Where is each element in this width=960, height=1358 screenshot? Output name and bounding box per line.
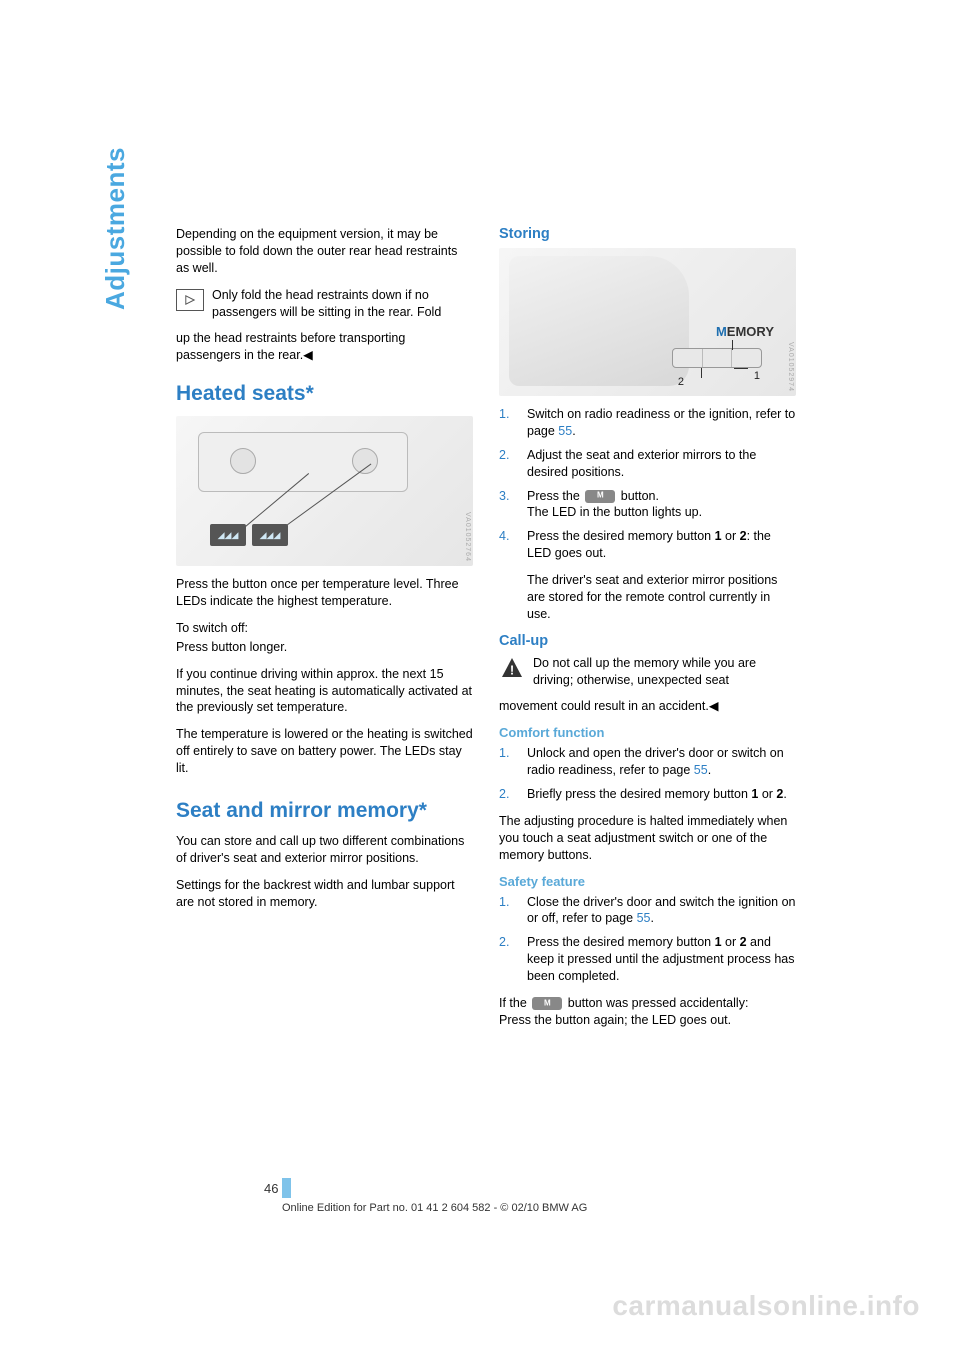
figure-id: VA01052974	[787, 342, 794, 392]
figure-id: VA01052764	[464, 512, 471, 562]
step-text: Press the desired memory button	[527, 935, 715, 949]
step-text: .	[708, 763, 711, 777]
step-number: 2.	[499, 934, 517, 985]
footer: 46 Online Edition for Part no. 01 41 2 6…	[176, 1178, 796, 1214]
steps-storing: 1. Switch on radio readiness or the igni…	[499, 406, 796, 562]
step-item: 4. Press the desired memory button 1 or …	[499, 528, 796, 562]
step-text: or	[758, 787, 776, 801]
m-button-icon	[532, 997, 562, 1010]
note-text: Only fold the head restraints down if no…	[212, 287, 473, 321]
note-text-cont: up the head restraints before transporti…	[176, 330, 473, 364]
page-number-block: 46	[176, 1178, 291, 1198]
paragraph: You can store and call up two different …	[176, 833, 473, 867]
page: Adjustments Depending on the equipment v…	[0, 0, 960, 1358]
step-item: 1. Unlock and open the driver's door or …	[499, 745, 796, 779]
note-triangle-icon	[176, 289, 204, 311]
content-columns: Depending on the equipment version, it m…	[176, 226, 796, 1039]
figure-illustration: MEMORY 1 2	[499, 248, 796, 396]
callout-1: 1	[754, 370, 760, 382]
paragraph: If the button was pressed accidentally: …	[499, 995, 796, 1029]
step-number: 1.	[499, 894, 517, 928]
step-number: 3.	[499, 488, 517, 522]
heading-storing: Storing	[499, 226, 796, 242]
step-text: .	[650, 911, 653, 925]
figure-illustration: ◢◢◢ ◢◢◢	[176, 416, 473, 566]
paragraph: If you continue driving within approx. t…	[176, 666, 473, 717]
step-text: Adjust the seat and exterior mirrors to …	[527, 447, 796, 481]
bold-ref: 2	[740, 529, 747, 543]
step-text: button.	[617, 489, 659, 503]
note-block: Only fold the head restraints down if no…	[176, 287, 473, 321]
paragraph: Depending on the equipment version, it m…	[176, 226, 473, 277]
watermark: carmanualsonline.info	[612, 1290, 920, 1322]
bold-ref: 1	[715, 529, 722, 543]
warning-block: ! Do not call up the memory while you ar…	[499, 655, 796, 689]
column-right: Storing MEMORY 1 2 VA01052974 1. Swit	[499, 226, 796, 1039]
step-text: or	[722, 935, 740, 949]
warning-text: Do not call up the memory while you are …	[533, 655, 796, 689]
paragraph: Press button longer.	[176, 639, 473, 656]
page-link[interactable]: 55	[637, 911, 651, 925]
steps-comfort: 1. Unlock and open the driver's door or …	[499, 745, 796, 803]
seat-heat-right-icon: ◢◢◢	[252, 524, 288, 546]
column-left: Depending on the equipment version, it m…	[176, 226, 473, 1039]
step-item: 3. Press the button. The LED in the butt…	[499, 488, 796, 522]
paragraph: The adjusting procedure is halted immedi…	[499, 813, 796, 864]
text: button was pressed accidentally:	[564, 996, 748, 1010]
step-item: 1. Close the driver's door and switch th…	[499, 894, 796, 928]
step-number: 2.	[499, 786, 517, 803]
page-number: 46	[264, 1181, 282, 1196]
page-link[interactable]: 55	[558, 424, 572, 438]
section-label: Adjustments	[100, 147, 131, 310]
figure-memory: MEMORY 1 2 VA01052974	[499, 248, 796, 396]
seat-heat-left-icon: ◢◢◢	[210, 524, 246, 546]
step-number: 1.	[499, 745, 517, 779]
memory-label-icon: MEMORY	[716, 324, 774, 339]
step-text: Close the driver's door and switch the i…	[527, 895, 796, 926]
page-bar-icon	[282, 1178, 291, 1198]
step-text: Unlock and open the driver's door or swi…	[527, 746, 784, 777]
heading-safety-feature: Safety feature	[499, 874, 796, 889]
bold-ref: 1	[715, 935, 722, 949]
paragraph: The driver's seat and exterior mirror po…	[527, 572, 796, 623]
memory-buttons-illustration	[672, 348, 762, 368]
callout-2: 2	[678, 376, 684, 388]
step-number: 2.	[499, 447, 517, 481]
m-button-icon	[585, 490, 615, 503]
text: If the	[499, 996, 530, 1010]
step-item: 2. Briefly press the desired memory butt…	[499, 786, 796, 803]
figure-heated-seats: ◢◢◢ ◢◢◢ VA01052764	[176, 416, 473, 566]
step-number: 4.	[499, 528, 517, 562]
step-item: 2. Adjust the seat and exterior mirrors …	[499, 447, 796, 481]
heading-comfort-function: Comfort function	[499, 725, 796, 740]
bold-ref: 2	[740, 935, 747, 949]
heading-seat-mirror-memory: Seat and mirror memory*	[176, 799, 473, 823]
step-text: .	[572, 424, 575, 438]
step-text: or	[722, 529, 740, 543]
step-number: 1.	[499, 406, 517, 440]
step-text: Press the	[527, 489, 583, 503]
paragraph: Press the button once per temperature le…	[176, 576, 473, 610]
heading-callup: Call-up	[499, 633, 796, 649]
warning-icon: !	[499, 656, 525, 680]
paragraph: The temperature is lowered or the heatin…	[176, 726, 473, 777]
page-link[interactable]: 55	[694, 763, 708, 777]
svg-text:!: !	[510, 662, 514, 677]
footer-line: Online Edition for Part no. 01 41 2 604 …	[282, 1202, 796, 1214]
text: Press the button again; the LED goes out…	[499, 1013, 731, 1027]
step-text: Briefly press the desired memory button	[527, 787, 751, 801]
step-item: 1. Switch on radio readiness or the igni…	[499, 406, 796, 440]
step-item: 2. Press the desired memory button 1 or …	[499, 934, 796, 985]
paragraph: To switch off:	[176, 620, 473, 637]
step-extra: The LED in the button lights up.	[527, 505, 702, 519]
step-text: .	[783, 787, 786, 801]
steps-safety: 1. Close the driver's door and switch th…	[499, 894, 796, 985]
step-text: Press the desired memory button	[527, 529, 715, 543]
warning-text-cont: movement could result in an accident.◀	[499, 698, 796, 715]
paragraph: Settings for the backrest width and lumb…	[176, 877, 473, 911]
heading-heated-seats: Heated seats*	[176, 382, 473, 406]
